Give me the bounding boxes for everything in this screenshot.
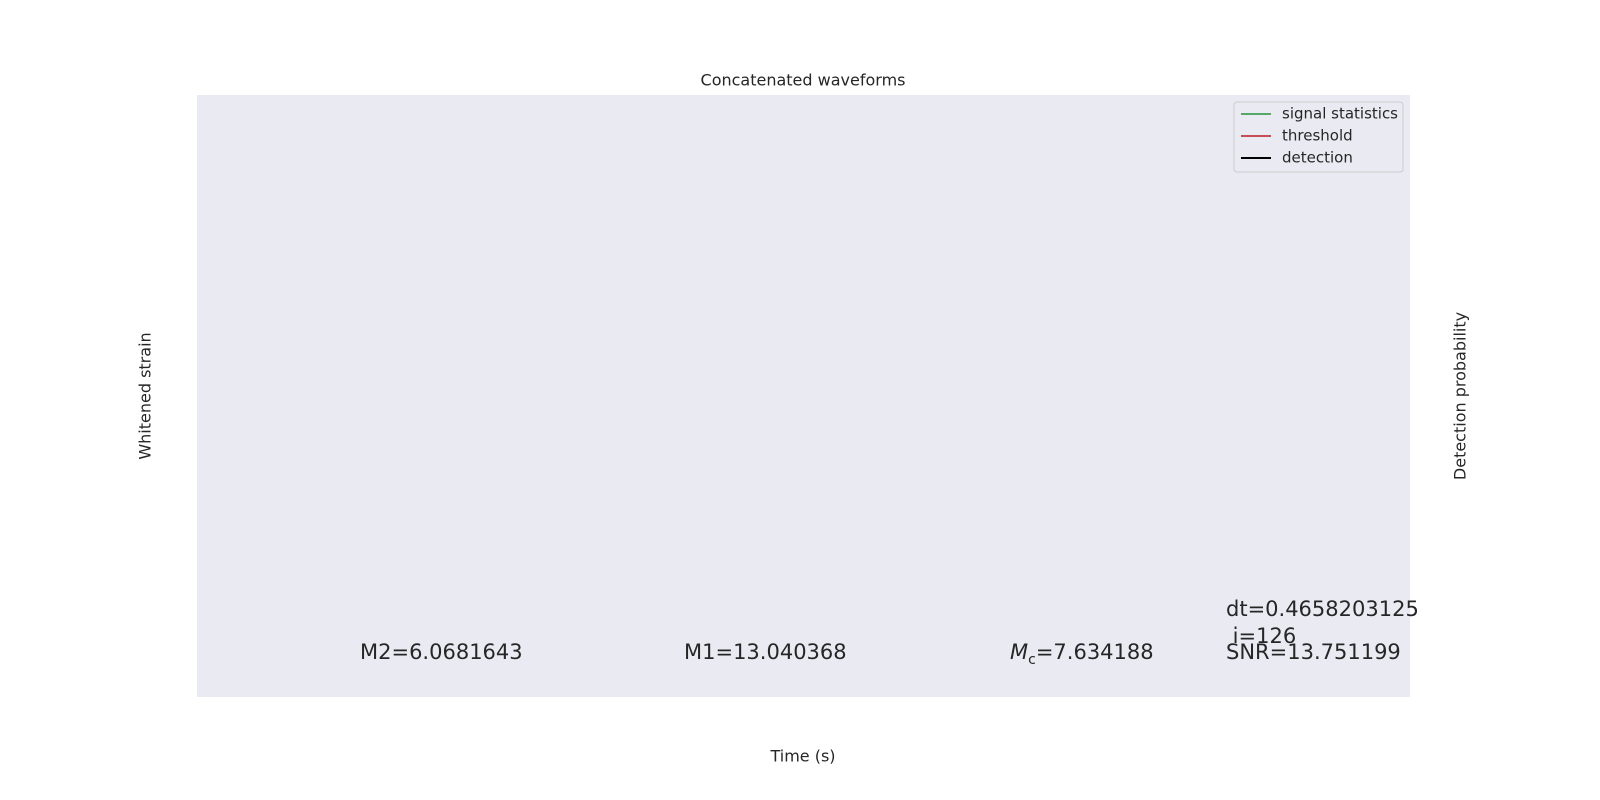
annotation: Mc=7.634188 <box>1010 640 1154 668</box>
annotation: SNR=13.751199 <box>1226 640 1401 664</box>
annotation: M1=13.040368 <box>684 640 847 664</box>
annotation-symbol: M <box>1010 640 1028 664</box>
annotation-subscript: c <box>1028 652 1036 668</box>
annotation: dt=0.4658203125 <box>1226 597 1419 621</box>
annotation: i=126 <box>1226 624 1296 648</box>
plot-area <box>197 95 1410 697</box>
x-axis-label: Time (s) <box>769 747 835 766</box>
y2-axis-label: Detection probability <box>1451 312 1470 480</box>
annotation-text: =7.634188 <box>1036 640 1154 664</box>
legend-label: detection <box>1282 149 1353 167</box>
legend-label: threshold <box>1282 127 1353 145</box>
chart-title: Concatenated waveforms <box>701 71 906 90</box>
y-axis-label: Whitened strain <box>136 332 155 459</box>
legend-box <box>1233 101 1404 173</box>
legend-label: signal statistics <box>1282 105 1398 123</box>
annotation: M2=6.0681643 <box>360 640 523 664</box>
